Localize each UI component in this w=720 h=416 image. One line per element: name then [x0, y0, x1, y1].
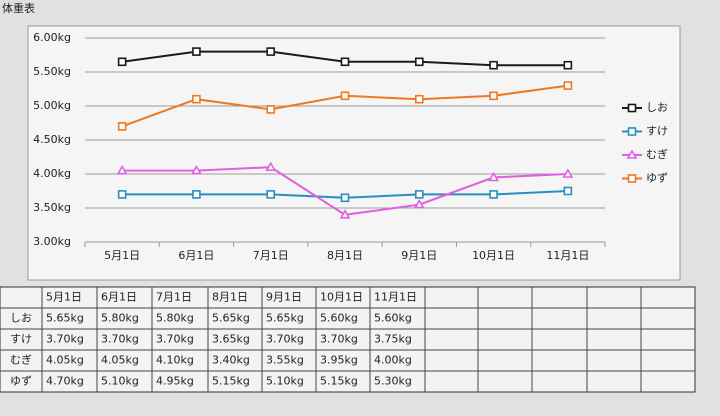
marker	[117, 57, 127, 67]
marker	[563, 60, 573, 70]
header-cell: 5月1日	[46, 291, 82, 304]
marker	[340, 193, 350, 203]
marker	[488, 171, 499, 182]
sheet-title: 体重表	[2, 1, 35, 15]
cell: 5.30kg	[374, 375, 412, 388]
cell: 5.80kg	[101, 312, 139, 325]
y-tick-label: 4.00kg	[33, 167, 71, 180]
marker	[627, 103, 637, 113]
row-label: しお	[10, 312, 32, 325]
cell: 4.00kg	[374, 354, 412, 367]
marker	[266, 190, 276, 199]
marker	[563, 81, 573, 90]
marker	[627, 127, 637, 136]
x-tick-label: 8月1日	[327, 249, 363, 262]
table-body	[0, 286, 696, 393]
x-tick-label: 6月1日	[178, 249, 214, 262]
header-cell: 8月1日	[212, 291, 248, 304]
cell: 5.60kg	[320, 312, 358, 325]
cell: 4.05kg	[101, 354, 139, 367]
x-tick-label: 7月1日	[253, 249, 289, 262]
cell: 3.65kg	[212, 333, 250, 346]
marker	[265, 161, 277, 171]
marker	[413, 198, 425, 209]
marker	[340, 91, 350, 101]
y-tick-label: 5.50kg	[33, 65, 71, 78]
row-label: ゆず	[10, 375, 32, 388]
cell: 3.70kg	[320, 333, 358, 346]
marker	[627, 174, 637, 183]
marker	[489, 190, 498, 199]
cell: 4.10kg	[156, 354, 194, 367]
row-label: すけ	[10, 333, 32, 346]
cell: 3.70kg	[156, 333, 194, 346]
marker	[414, 94, 424, 104]
cell: 5.80kg	[156, 312, 194, 325]
marker	[117, 122, 127, 131]
header-cell: 7月1日	[156, 291, 192, 304]
marker	[117, 190, 127, 199]
marker	[563, 186, 573, 196]
cell: 3.70kg	[266, 333, 304, 346]
y-tick-label: 4.50kg	[33, 133, 71, 146]
cell: 5.15kg	[212, 375, 250, 388]
marker	[414, 57, 424, 67]
marker	[626, 149, 638, 159]
header-cell: 11月1日	[374, 291, 417, 304]
marker	[489, 60, 498, 70]
x-tick-label: 5月1日	[104, 249, 140, 262]
marker	[489, 91, 498, 101]
y-tick-label: 3.00kg	[33, 235, 71, 248]
cell: 3.40kg	[212, 354, 250, 367]
y-tick-label: 5.00kg	[33, 99, 71, 112]
x-tick-label: 11月1日	[546, 249, 589, 262]
legend-label: むぎ	[646, 147, 668, 161]
cell: 3.95kg	[320, 354, 358, 367]
y-tick-label: 3.50kg	[33, 201, 71, 214]
marker	[192, 190, 201, 199]
marker	[414, 190, 424, 199]
cell: 3.55kg	[266, 354, 304, 367]
legend-label: ゆず	[646, 172, 668, 185]
marker	[562, 168, 574, 178]
cell: 5.60kg	[374, 312, 412, 325]
marker	[266, 105, 276, 114]
header-cell: 10月1日	[320, 291, 363, 304]
row-label: むぎ	[10, 353, 32, 367]
cell: 4.95kg	[156, 375, 194, 388]
legend-label: すけ	[646, 125, 668, 138]
x-tick-label: 9月1日	[401, 249, 437, 262]
marker	[192, 47, 201, 56]
cell: 3.70kg	[101, 333, 139, 346]
cell: 5.10kg	[101, 375, 139, 388]
marker	[191, 164, 202, 175]
cell: 5.65kg	[266, 312, 304, 325]
cell: 5.10kg	[266, 375, 304, 388]
header-cell: 6月1日	[101, 291, 137, 304]
cell: 4.70kg	[46, 375, 84, 388]
marker	[340, 57, 350, 67]
legend-label: しお	[646, 101, 668, 114]
cell: 5.65kg	[46, 312, 84, 325]
cell: 4.05kg	[46, 354, 84, 367]
x-tick-label: 10月1日	[472, 249, 515, 262]
cell: 3.75kg	[374, 333, 412, 346]
marker	[116, 164, 128, 175]
header-cell: 9月1日	[266, 291, 302, 304]
cell: 5.15kg	[320, 375, 358, 388]
cell: 5.65kg	[212, 312, 250, 325]
y-tick-label: 6.00kg	[33, 31, 71, 44]
marker	[266, 47, 276, 56]
marker	[339, 209, 351, 219]
cell: 3.70kg	[46, 333, 84, 346]
marker	[192, 94, 201, 104]
